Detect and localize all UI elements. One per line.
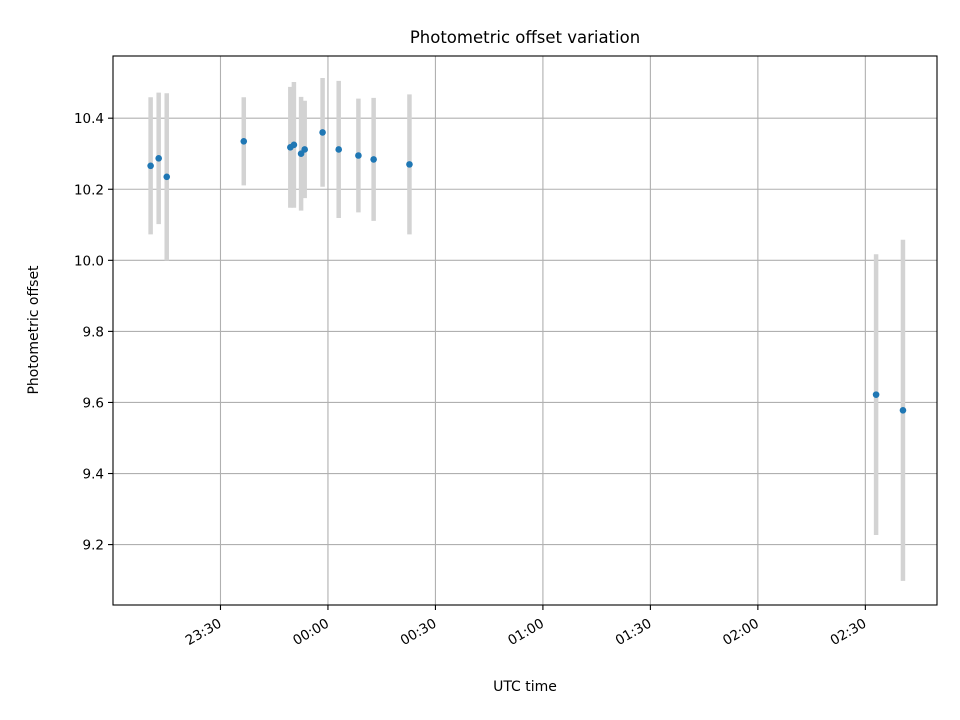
data-point: [155, 155, 162, 162]
data-points: [147, 129, 907, 414]
grid: [113, 56, 937, 605]
data-point: [406, 161, 413, 168]
chart-title: Photometric offset variation: [410, 28, 640, 47]
y-tick-label: 10.4: [74, 111, 104, 127]
y-tick-label: 10.2: [74, 182, 104, 198]
data-point: [872, 391, 880, 398]
y-tick-label: 9.2: [83, 538, 104, 554]
y-tick-label: 9.4: [83, 467, 104, 483]
data-point: [147, 162, 154, 170]
data-point: [335, 146, 343, 153]
data-point: [240, 137, 248, 145]
plot-frame: [112, 55, 938, 606]
data-point: [163, 173, 171, 181]
x-axis-label: UTC time: [493, 679, 557, 695]
data-point: [899, 406, 907, 414]
data-point: [370, 156, 377, 163]
y-tick-label: 9.8: [83, 324, 104, 340]
y-tick-label: 9.6: [83, 395, 104, 411]
data-point: [301, 146, 308, 153]
y-tick-label: 10.0: [74, 253, 104, 269]
data-point: [319, 129, 326, 136]
y-axis-ticks: 9.2 9.4 9.6 9.8 10.0 10.2 10.4: [74, 111, 113, 554]
y-axis-label: Photometric offset: [26, 265, 42, 395]
data-point: [290, 141, 298, 149]
data-point: [355, 152, 362, 159]
